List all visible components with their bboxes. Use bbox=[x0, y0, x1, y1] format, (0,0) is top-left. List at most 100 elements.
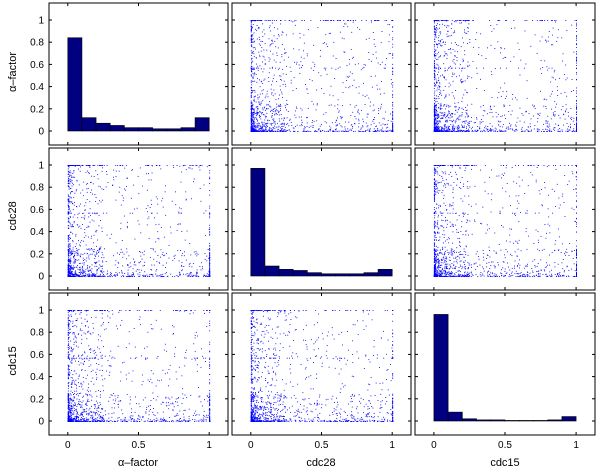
scatter-point bbox=[482, 131, 484, 132]
scatter-point bbox=[206, 275, 208, 277]
scatter-point bbox=[443, 76, 445, 78]
scatter-point bbox=[441, 45, 443, 47]
scatter-point bbox=[576, 113, 577, 115]
scatter-point bbox=[70, 265, 72, 267]
scatter-point bbox=[250, 41, 252, 43]
scatter-point bbox=[438, 66, 440, 68]
scatter-point bbox=[433, 69, 435, 71]
scatter-point bbox=[446, 69, 448, 71]
scatter-point bbox=[77, 224, 79, 226]
scatter-point bbox=[93, 249, 95, 250]
scatter-point bbox=[491, 111, 493, 113]
scatter-point bbox=[70, 165, 72, 166]
panel-cdc28-vs-alpha-factor: 00.20.40.60.81 bbox=[30, 147, 229, 291]
y-tick-label: 0.2 bbox=[30, 104, 44, 115]
scatter-point bbox=[80, 192, 82, 194]
scatter-point bbox=[69, 259, 71, 261]
scatter-point bbox=[299, 37, 301, 39]
scatter-point bbox=[472, 130, 474, 132]
scatter-point bbox=[251, 38, 253, 40]
scatter-point bbox=[455, 20, 457, 21]
scatter-point bbox=[561, 195, 563, 197]
scatter-point bbox=[133, 208, 135, 210]
scatter-point bbox=[141, 269, 143, 271]
scatter-point bbox=[576, 20, 577, 21]
scatter-point bbox=[482, 121, 484, 123]
scatter-point bbox=[78, 275, 80, 277]
scatter-point bbox=[303, 42, 305, 44]
scatter-point bbox=[69, 188, 71, 190]
scatter-point bbox=[443, 125, 445, 126]
scatter-point bbox=[332, 95, 334, 97]
scatter-point bbox=[82, 240, 84, 242]
scatter-point bbox=[317, 27, 319, 29]
scatter-point bbox=[540, 270, 542, 271]
scatter-point bbox=[438, 40, 439, 42]
scatter-point bbox=[256, 112, 258, 114]
scatter-point bbox=[392, 102, 394, 104]
scatter-point bbox=[209, 274, 211, 276]
scatter-point bbox=[300, 107, 302, 109]
scatter-point bbox=[68, 246, 70, 248]
scatter-point bbox=[251, 21, 253, 23]
scatter-point bbox=[250, 128, 252, 130]
scatter-point bbox=[70, 257, 72, 259]
scatter-point bbox=[465, 110, 467, 111]
scatter-point bbox=[250, 106, 252, 108]
scatter-point bbox=[73, 256, 74, 257]
scatter-point bbox=[259, 101, 261, 103]
scatter-point bbox=[288, 129, 290, 131]
scatter-point bbox=[91, 274, 93, 276]
scatter-point bbox=[350, 115, 352, 116]
scatter-point bbox=[474, 221, 476, 223]
scatter-point bbox=[251, 63, 253, 65]
scatter-point bbox=[324, 20, 326, 21]
scatter-point bbox=[69, 180, 71, 182]
scatter-point bbox=[440, 130, 442, 132]
scatter-point bbox=[492, 261, 494, 263]
scatter-point bbox=[182, 165, 184, 167]
scatter-point bbox=[122, 200, 124, 202]
scatter-point bbox=[99, 273, 101, 275]
scatter-point bbox=[195, 165, 197, 166]
scatter-point bbox=[444, 55, 446, 57]
scatter-point bbox=[99, 186, 101, 188]
scatter-point bbox=[354, 122, 355, 124]
scatter-point bbox=[322, 43, 324, 44]
scatter-point bbox=[187, 275, 188, 277]
scatter-point bbox=[375, 125, 377, 127]
scatter-point bbox=[500, 95, 502, 97]
scatter-point bbox=[178, 223, 180, 225]
scatter-point bbox=[262, 123, 263, 125]
scatter-point bbox=[132, 184, 134, 186]
scatter-point bbox=[434, 20, 436, 21]
scatter-point bbox=[69, 271, 71, 273]
scatter-point bbox=[443, 237, 445, 238]
scatter-point bbox=[458, 130, 459, 132]
scatter-point bbox=[272, 42, 274, 44]
scatter-point bbox=[436, 125, 438, 127]
scatter-point bbox=[433, 259, 435, 260]
scatter-point bbox=[434, 112, 436, 114]
scatter-point bbox=[560, 251, 562, 253]
scatter-point bbox=[67, 264, 69, 266]
scatter-point bbox=[206, 275, 207, 277]
scatter-point bbox=[378, 122, 380, 124]
scatter-point bbox=[337, 67, 339, 69]
scatter-point bbox=[72, 177, 74, 178]
scatter-point bbox=[439, 27, 440, 29]
scatter-point bbox=[442, 130, 444, 132]
scatter-point bbox=[77, 249, 79, 251]
scatter-point bbox=[443, 130, 445, 132]
scatter-point bbox=[444, 70, 446, 72]
scatter-point bbox=[158, 275, 160, 277]
scatter-point bbox=[67, 264, 69, 266]
scatter-point bbox=[281, 34, 283, 36]
scatter-point bbox=[68, 252, 70, 254]
scatter-point bbox=[251, 121, 253, 123]
scatter-point bbox=[79, 225, 81, 227]
scatter-point bbox=[455, 105, 457, 107]
scatter-point bbox=[251, 114, 253, 116]
scatter-point bbox=[262, 55, 264, 57]
scatter-point bbox=[147, 205, 149, 207]
